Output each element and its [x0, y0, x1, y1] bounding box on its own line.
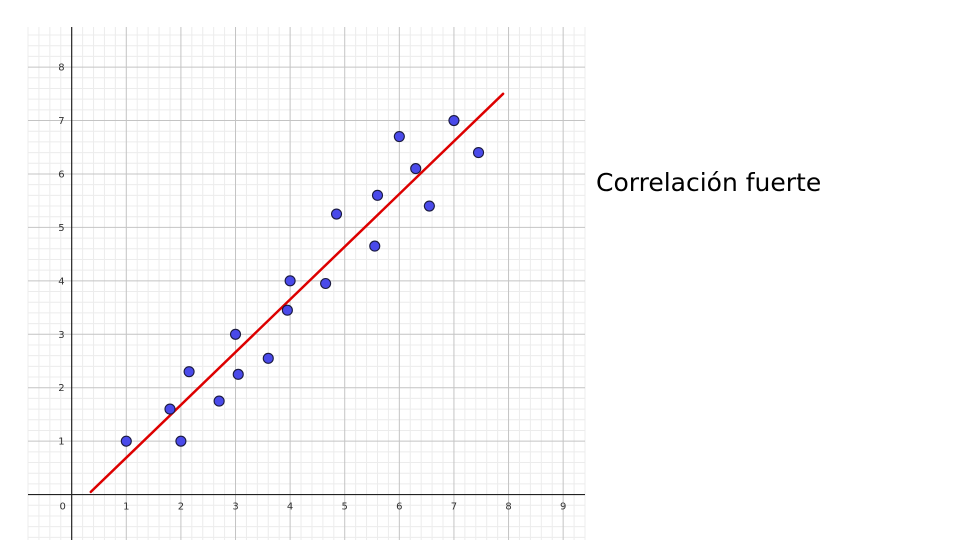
y-tick-label: 4 [58, 276, 64, 287]
chart-caption: Correlación fuerte [596, 168, 822, 197]
x-tick-label: 2 [178, 502, 184, 513]
data-points [120, 114, 485, 447]
data-point [183, 366, 195, 378]
minor-grid [27, 27, 586, 540]
data-point [371, 189, 384, 201]
data-point [448, 114, 460, 127]
data-point [120, 435, 132, 447]
data-point [164, 403, 176, 415]
tick-labels: 0 1 2 3 4 5 6 7 8 9 1 2 3 4 5 6 7 8 [58, 63, 566, 513]
x-tick-label: 8 [505, 502, 511, 513]
data-point [281, 304, 293, 316]
y-tick-label: 7 [58, 116, 64, 127]
trend-line-group [89, 92, 505, 494]
x-tick-label: 6 [396, 502, 402, 513]
x-tick-label: 9 [560, 502, 566, 513]
x-tick-label: 3 [232, 502, 238, 513]
data-point [284, 275, 296, 287]
x-tick-label: 7 [451, 502, 457, 513]
trend-line [89, 92, 505, 494]
y-tick-label: 1 [58, 437, 64, 448]
data-point [262, 352, 274, 364]
y-tick-label: 3 [58, 330, 64, 341]
data-point [330, 208, 343, 220]
y-tick-label: 8 [58, 63, 64, 74]
y-tick-label: 6 [58, 169, 64, 180]
x-tick-label: 1 [123, 502, 129, 513]
data-point [232, 368, 244, 380]
data-point [213, 395, 225, 407]
data-point [369, 240, 381, 252]
data-point [320, 277, 332, 290]
data-point [229, 328, 242, 340]
scatter-chart: 0 1 2 3 4 5 6 7 8 9 1 2 3 4 5 6 7 8 [27, 27, 586, 540]
data-point [410, 163, 422, 175]
x-tick-label: 4 [287, 502, 293, 513]
major-grid [28, 27, 585, 540]
data-point [175, 435, 187, 447]
y-tick-label: 2 [58, 383, 64, 394]
data-point [393, 130, 405, 143]
x-tick-label: 0 [59, 502, 65, 513]
data-point [472, 147, 485, 159]
axes [28, 27, 585, 540]
x-tick-label: 5 [342, 502, 348, 513]
y-tick-label: 5 [58, 223, 64, 234]
data-point [423, 200, 435, 212]
